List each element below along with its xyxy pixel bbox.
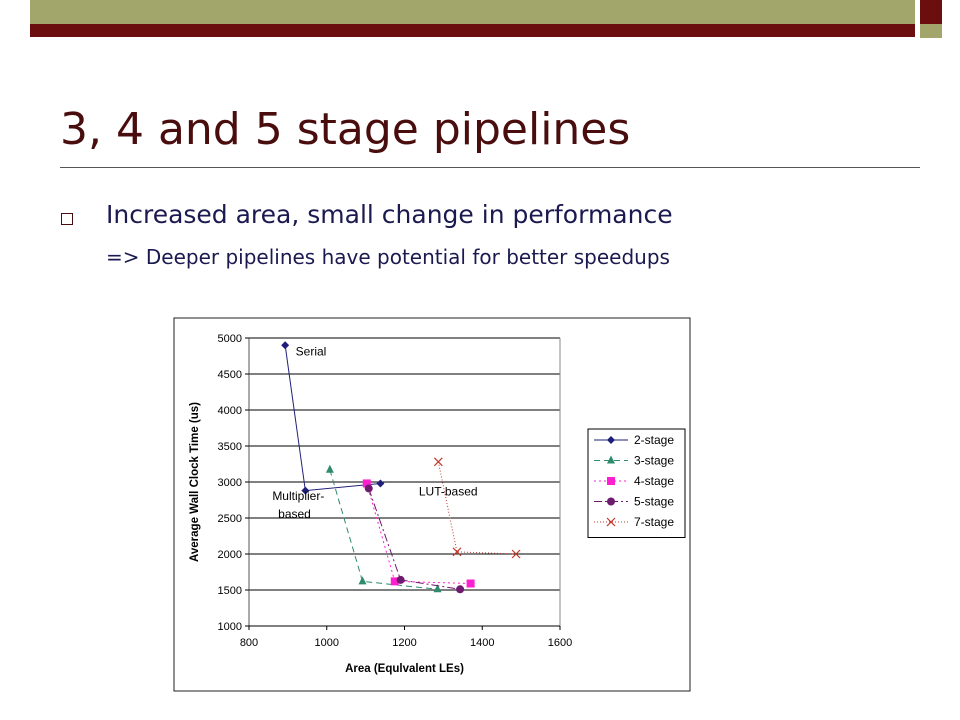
data-point-circle — [607, 497, 615, 506]
data-point-square — [607, 477, 615, 485]
legend-item: 3-stage — [594, 454, 674, 468]
x-stroke — [511, 549, 521, 559]
data-point-x — [606, 517, 616, 527]
data-point-diamond — [301, 486, 310, 495]
series-5-stage — [364, 484, 465, 594]
x-stroke — [606, 517, 616, 527]
legend-item: 4-stage — [594, 474, 674, 488]
data-point-square — [390, 577, 399, 586]
data-point-circle — [364, 484, 373, 493]
title-divider — [60, 167, 920, 168]
y-tick-label: 2500 — [218, 513, 242, 525]
y-tick-label: 5000 — [218, 333, 242, 345]
data-point-diamond — [281, 341, 290, 350]
x-tick-label: 1600 — [548, 637, 572, 649]
data-point-square — [466, 579, 475, 588]
legend-item: 2-stage — [594, 433, 674, 447]
chart-annotation: based — [278, 507, 311, 521]
y-tick-label: 4500 — [218, 369, 242, 381]
data-point-x — [511, 549, 521, 559]
legend-item: 7-stage — [594, 515, 674, 529]
slide-title: 3, 4 and 5 stage pipelines — [60, 104, 631, 155]
legend-label: 5-stage — [634, 495, 674, 509]
series-4-stage — [362, 479, 475, 588]
legend-item: 5-stage — [594, 495, 674, 509]
series-2-stage — [281, 341, 385, 495]
x-stroke — [433, 457, 443, 467]
x-axis-label: Area (Equlvalent LEs) — [345, 663, 464, 675]
top-dark-bar — [30, 24, 915, 37]
x-tick-label: 1400 — [470, 637, 494, 649]
x-stroke — [452, 547, 462, 557]
legend-label: 4-stage — [634, 474, 674, 488]
x-tick-label: 1200 — [392, 637, 416, 649]
y-tick-label: 4000 — [218, 405, 242, 417]
chart-axes: 1000 1500 2000 2500 3000 3500 4000 4500 5000 800 1… — [189, 333, 572, 675]
chart-annotations: Serial Multiplier-based LUT-based — [272, 344, 477, 521]
legend-label: 2-stage — [634, 433, 674, 447]
data-point-x — [433, 457, 443, 467]
data-point-triangle — [325, 464, 334, 473]
y-tick-label: 3000 — [218, 477, 242, 489]
y-tick-label: 3500 — [218, 441, 242, 453]
series-7-stage — [433, 457, 521, 559]
legend-box — [587, 428, 686, 538]
legend-label: 3-stage — [634, 454, 674, 468]
chart-annotation: Multiplier- — [272, 489, 324, 503]
data-point-diamond — [607, 436, 615, 444]
corner-dark-block — [920, 0, 942, 24]
data-point-circle — [456, 585, 465, 594]
y-tick-label: 2000 — [218, 549, 242, 561]
series-3-stage — [325, 464, 442, 593]
data-point-x — [452, 547, 462, 557]
data-point-triangle — [607, 455, 615, 464]
chart-annotation: LUT-based — [419, 485, 478, 499]
y-tick-label: 1500 — [218, 585, 242, 597]
chart-series — [281, 341, 521, 594]
data-point-diamond — [376, 479, 385, 488]
y-axis-label: Average Wall Clock Time (us) — [189, 402, 201, 562]
data-point-triangle — [358, 576, 367, 585]
top-accent-bar — [30, 0, 915, 24]
bullet-square-icon — [61, 213, 73, 225]
data-point-circle — [396, 575, 405, 584]
sub-bullet-text: => Deeper pipelines have potential for b… — [106, 245, 670, 269]
data-point-square — [362, 479, 371, 488]
legend-label: 7-stage — [634, 515, 674, 529]
corner-olive-block — [920, 24, 942, 38]
bullet-text: Increased area, small change in performa… — [106, 200, 673, 229]
y-tick-label: 1000 — [218, 621, 242, 633]
series-line — [437, 461, 517, 555]
chart-legend: 2-stage 3-stage 4-stage 5-stage 7-stage — [587, 428, 686, 538]
x-tick-label: 1000 — [315, 637, 339, 649]
data-point-triangle — [433, 584, 442, 593]
x-tick-label: 800 — [240, 637, 258, 649]
chart-annotation: Serial — [296, 344, 327, 358]
